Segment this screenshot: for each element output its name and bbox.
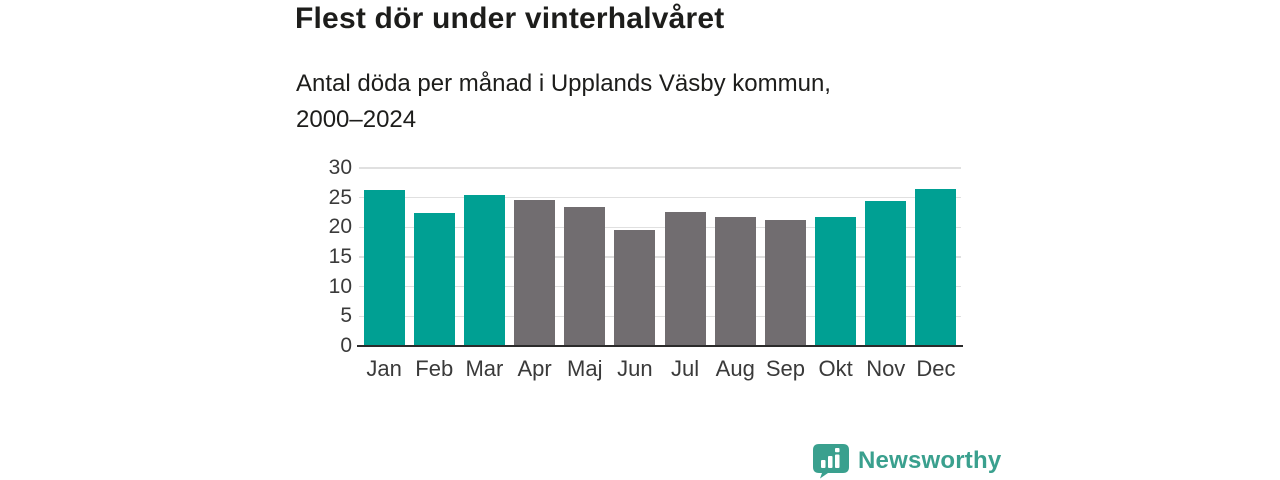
gridline-5 bbox=[359, 315, 961, 318]
x-tick-label-okt: Okt bbox=[818, 356, 853, 381]
x-tick-label-maj: Maj bbox=[567, 356, 603, 381]
bar-mar bbox=[463, 195, 505, 345]
bar-apr bbox=[514, 199, 556, 345]
y-tick-label-0: 0 bbox=[340, 334, 352, 357]
x-tick-label-jun: Jun bbox=[617, 356, 653, 381]
newsworthy-branding: Newsworthy bbox=[812, 443, 1001, 479]
x-tick-label-nov: Nov bbox=[866, 356, 906, 381]
bar-jan bbox=[363, 189, 405, 345]
x-tick-label-dec: Dec bbox=[916, 356, 956, 381]
x-tick-label-apr: Apr bbox=[517, 356, 552, 381]
x-axis-line bbox=[357, 345, 963, 347]
newsworthy-bubble-bar-chart-icon bbox=[813, 444, 849, 479]
y-tick-label-20: 20 bbox=[328, 215, 352, 239]
chart-subtitle-line1: Antal döda per månad i Upplands Väsby ko… bbox=[296, 70, 831, 97]
chart-title: Flest dör under vinterhalvåret bbox=[295, 2, 725, 35]
x-tick-label-aug: Aug bbox=[715, 356, 755, 381]
y-tick-label-30: 30 bbox=[328, 156, 352, 179]
x-tick-label-sep: Sep bbox=[765, 356, 805, 381]
bar-feb bbox=[413, 212, 455, 345]
bar-okt bbox=[815, 216, 857, 345]
bar-sep bbox=[764, 220, 806, 345]
y-tick-label-10: 10 bbox=[328, 274, 352, 298]
gridline-30 bbox=[359, 167, 961, 169]
bar-aug bbox=[714, 217, 756, 345]
x-tick-label-mar: Mar bbox=[465, 356, 504, 381]
chart-subtitle: Antal döda per månad i Upplands Väsby ko… bbox=[296, 66, 831, 138]
y-tick-label-15: 15 bbox=[328, 245, 352, 268]
x-tick-label-feb: Feb bbox=[415, 356, 454, 381]
x-tick-label-jul: Jul bbox=[671, 356, 700, 381]
bar-jul bbox=[664, 211, 706, 345]
y-tick-label-25: 25 bbox=[328, 185, 352, 209]
brand-name: Newsworthy bbox=[858, 447, 1002, 474]
bar-jun bbox=[614, 229, 656, 345]
x-tick-label-jan: Jan bbox=[366, 356, 402, 381]
bar-maj bbox=[564, 207, 606, 345]
gridline-25 bbox=[359, 196, 961, 199]
bar-dec bbox=[915, 188, 957, 345]
chart-subtitle-line2: 2000–2024 bbox=[296, 106, 417, 133]
y-tick-label-5: 5 bbox=[340, 304, 352, 328]
gridline-15 bbox=[359, 256, 961, 258]
gridline-20 bbox=[359, 226, 961, 229]
gridline-10 bbox=[359, 285, 961, 288]
bar-nov bbox=[865, 201, 907, 345]
